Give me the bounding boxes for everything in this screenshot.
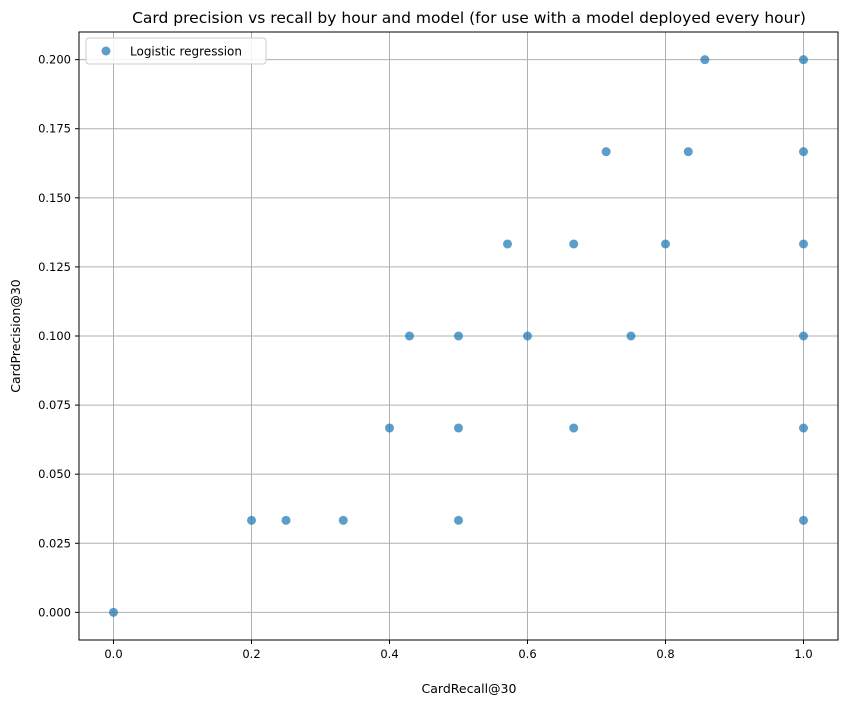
y-tick-label: 0.000 [38,605,71,619]
data-point [799,331,808,341]
x-tick-label: 0.0 [104,647,122,661]
data-point [626,331,636,341]
data-point [799,423,808,433]
data-point [454,423,463,433]
data-point [502,239,512,249]
data-point [454,515,463,525]
x-tick-label: 0.6 [518,647,536,661]
legend-box [85,37,267,65]
data-point [799,147,808,157]
y-tick-label: 0.050 [38,467,71,481]
y-axis-label: CardPrecision@30 [8,279,23,392]
data-point [799,239,808,249]
y-tick-label: 0.125 [38,260,71,274]
legend: Logistic regression [85,37,267,65]
data-point [683,147,693,157]
data-point [454,331,463,341]
data-point [385,423,394,433]
data-point [601,147,611,157]
data-point [799,515,808,525]
y-tick-label: 0.150 [38,191,71,205]
data-point [523,331,532,341]
y-tick-label: 0.100 [38,329,71,343]
x-tick-label: 0.8 [656,647,674,661]
data-point [405,331,415,341]
data-points [109,55,808,617]
data-point [109,607,118,617]
x-tick-label: 0.2 [242,647,260,661]
data-point [281,515,291,525]
data-point [661,239,670,249]
data-point [700,55,710,65]
y-tick-label: 0.025 [38,536,71,550]
data-point [338,515,348,525]
data-point [247,515,256,525]
x-axis-ticks: 0.0 0.2 0.4 0.6 0.8 1.0 [104,640,813,661]
y-tick-label: 0.175 [38,122,71,136]
data-point [569,239,579,249]
legend-marker [101,46,111,56]
chart-title: Card precision vs recall by hour and mod… [132,9,806,27]
x-tick-label: 0.4 [380,647,398,661]
data-point [799,55,808,65]
x-tick-label: 1.0 [794,647,812,661]
y-tick-label: 0.075 [38,398,71,412]
legend-label: Logistic regression [130,45,242,59]
data-point [569,423,579,433]
y-axis-ticks: 0.000 0.025 0.050 0.075 0.100 0.125 0.150 0.175… [38,53,79,619]
y-tick-label: 0.200 [38,53,71,67]
x-axis-label: CardRecall@30 [422,681,517,696]
